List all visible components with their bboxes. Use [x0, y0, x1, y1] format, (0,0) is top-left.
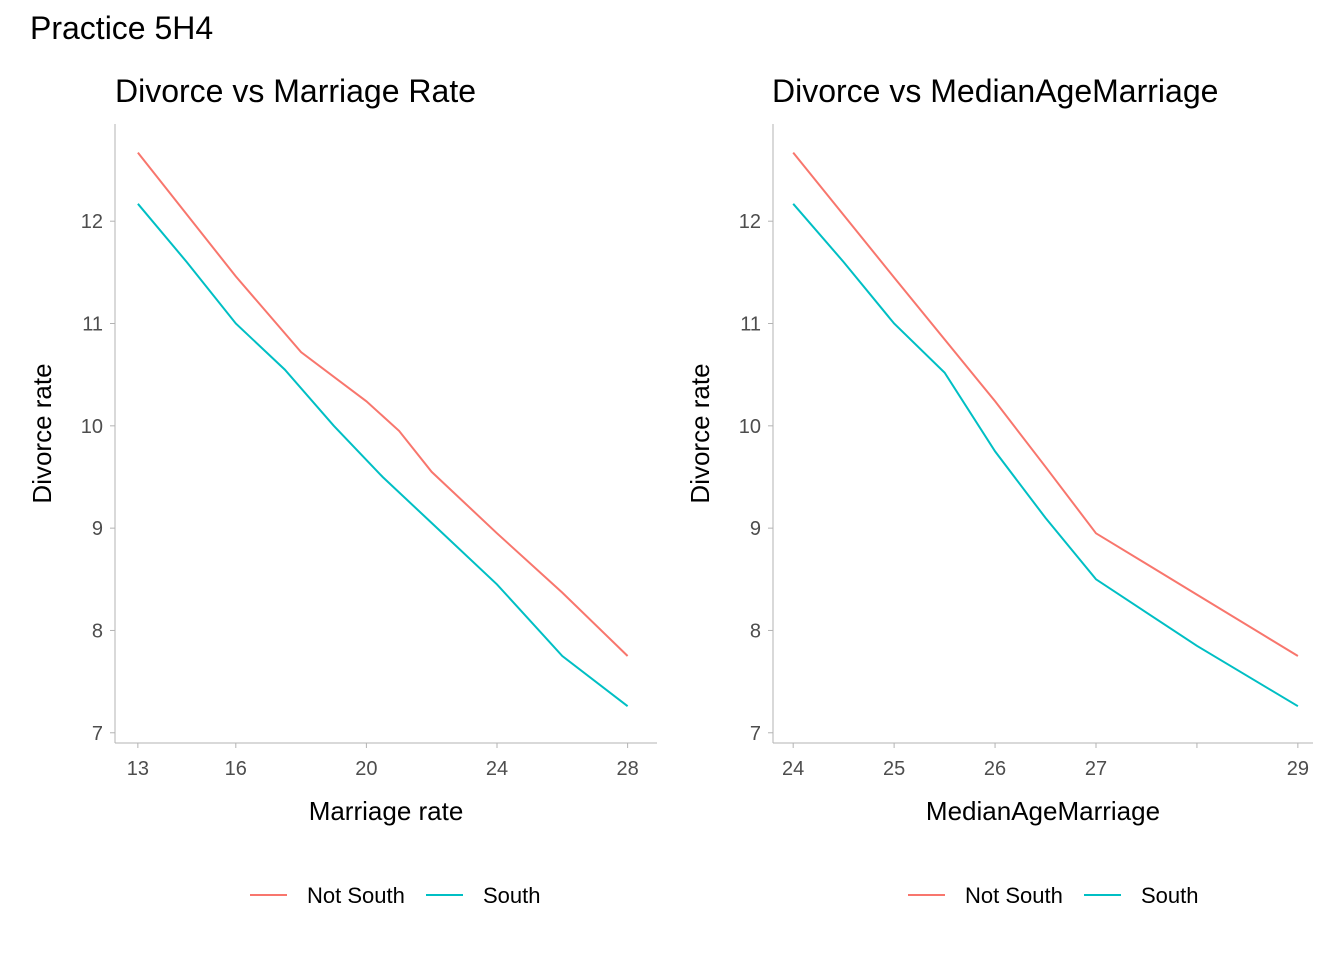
- y-tick-label: 12: [739, 211, 761, 233]
- y-tick-label: 12: [81, 211, 103, 233]
- x-tick-label: 24: [486, 758, 508, 780]
- y-tick-label: 7: [92, 723, 103, 745]
- x-tick-label: 16: [225, 758, 247, 780]
- y-tick-label: 9: [750, 518, 761, 540]
- x-tick-label: 29: [1287, 758, 1309, 780]
- x-tick-label: 24: [782, 758, 804, 780]
- x-axis-title: Marriage rate: [309, 796, 464, 826]
- legend-label: South: [1141, 883, 1199, 908]
- chart-title: Divorce vs MedianAgeMarriage: [772, 73, 1218, 109]
- page-title: Practice 5H4: [30, 10, 214, 46]
- x-tick-label: 25: [883, 758, 905, 780]
- legend-item-south: South: [1084, 883, 1199, 908]
- chart-divorce-vs-marriage-rate: Divorce vs Marriage Rate 7 8 9 10 11 12 13 16 20 2…: [27, 73, 657, 908]
- y-tick-label: 8: [750, 620, 761, 642]
- y-axis-title: Divorce rate: [27, 363, 57, 503]
- y-axis-title: Divorce rate: [685, 363, 715, 503]
- legend-item-not-south: Not South: [908, 883, 1063, 908]
- chart-title: Divorce vs Marriage Rate: [115, 73, 476, 109]
- x-tick-label: 27: [1085, 758, 1107, 780]
- y-tick-label: 8: [92, 620, 103, 642]
- y-tick-label: 11: [82, 314, 103, 336]
- y-tick-label: 10: [739, 416, 761, 438]
- series-line-not-south: [137, 151, 629, 657]
- x-tick-label: 13: [127, 758, 149, 780]
- y-tick-label: 9: [92, 518, 103, 540]
- legend-label: Not South: [965, 883, 1063, 908]
- x-tick-label: 28: [616, 758, 638, 780]
- x-tick-label: 26: [984, 758, 1006, 780]
- y-tick-label: 10: [81, 416, 103, 438]
- legend-item-south: South: [426, 883, 541, 908]
- series-line-south: [137, 203, 629, 707]
- chart-divorce-vs-median-age-marriage: Divorce vs MedianAgeMarriage 7 8 9 10 11 12 24 2…: [685, 73, 1313, 908]
- series-line-not-south: [792, 151, 1299, 657]
- x-tick-label: 20: [355, 758, 377, 780]
- series-line-south: [792, 203, 1299, 708]
- legend-label: Not South: [307, 883, 405, 908]
- y-tick-label: 7: [750, 723, 761, 745]
- legend-item-not-south: Not South: [250, 883, 405, 908]
- y-tick-label: 11: [740, 314, 761, 336]
- legend-label: South: [483, 883, 541, 908]
- x-axis-title: MedianAgeMarriage: [926, 796, 1160, 826]
